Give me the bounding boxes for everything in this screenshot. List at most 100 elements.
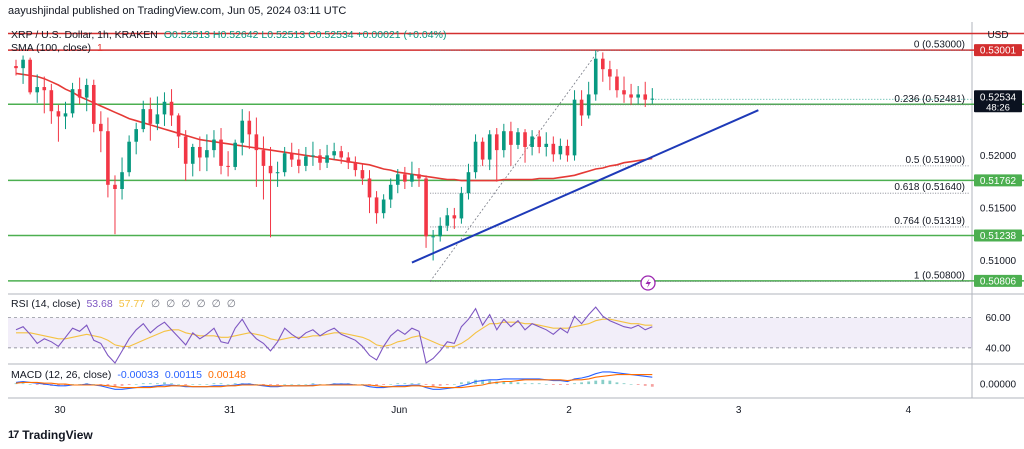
macd-histogram-bar bbox=[537, 383, 541, 385]
rsi-tick-label: 60.00 bbox=[985, 313, 1010, 324]
support-price-label: 0.51762 bbox=[980, 176, 1017, 187]
candle-body bbox=[565, 145, 570, 156]
macd-histogram-bar bbox=[650, 384, 654, 387]
candle-body bbox=[544, 143, 549, 147]
candle-body bbox=[219, 139, 223, 166]
candle-body bbox=[593, 58, 598, 95]
fib-level-label: 0.618 (0.51640) bbox=[894, 182, 965, 193]
macd-histogram-bar bbox=[530, 383, 534, 385]
macd-histogram-bar bbox=[177, 384, 181, 385]
macd-histogram-bar bbox=[113, 384, 117, 387]
candle-body bbox=[381, 199, 386, 214]
rsi-ma-value: 57.77 bbox=[119, 298, 145, 310]
macd-signal-line bbox=[15, 374, 653, 389]
macd-histogram-bar bbox=[375, 384, 378, 386]
macd-histogram-bar bbox=[191, 384, 195, 385]
support-price-tag bbox=[974, 229, 1022, 242]
candle-body bbox=[297, 159, 301, 166]
macd-histogram-bar bbox=[170, 383, 173, 385]
macd-histogram-bar bbox=[431, 384, 435, 387]
macd-histogram-bar bbox=[636, 384, 640, 385]
macd-histogram-bar bbox=[212, 383, 216, 385]
rsi-line bbox=[15, 306, 653, 364]
candle-body bbox=[77, 89, 82, 98]
candle-body bbox=[240, 120, 245, 143]
candle-body bbox=[452, 215, 457, 219]
sma-100-line bbox=[15, 72, 653, 182]
macd-histogram-bar bbox=[438, 384, 442, 386]
fib-level-label: 0.764 (0.51319) bbox=[894, 216, 965, 227]
candle-body bbox=[551, 143, 556, 155]
candle-body bbox=[523, 132, 527, 147]
candle-body bbox=[509, 131, 513, 145]
macd-histogram-bar bbox=[580, 382, 583, 385]
x-tick-label: 2 bbox=[566, 405, 572, 416]
macd-histogram-bar bbox=[71, 384, 74, 385]
fibonacci-retracement[interactable]: 0 (0.53000) 0.236 (0.52481) 0.5 (0.51900) 0… bbox=[429, 39, 969, 282]
candle-body bbox=[176, 115, 181, 137]
macd-histogram-bar bbox=[417, 383, 421, 385]
candle-body bbox=[120, 172, 124, 190]
macd-histogram-bar bbox=[389, 384, 393, 385]
candle-body bbox=[106, 131, 110, 185]
macd-histogram-bar bbox=[573, 383, 576, 385]
candle-body bbox=[42, 87, 47, 91]
x-tick-label: Jun bbox=[391, 405, 407, 416]
candle-body bbox=[113, 184, 117, 190]
macd-histogram-bar bbox=[127, 384, 131, 385]
candle-body bbox=[311, 155, 315, 157]
alert-icon[interactable] bbox=[640, 275, 656, 291]
macd-histogram-bar bbox=[134, 384, 138, 385]
macd-hist-value: 0.00148 bbox=[208, 369, 246, 381]
trendline[interactable] bbox=[411, 109, 759, 264]
candle-body bbox=[494, 134, 499, 151]
macd-histogram-bar bbox=[233, 383, 237, 385]
candle-body bbox=[374, 197, 379, 214]
macd-histogram-bar bbox=[106, 384, 110, 386]
candle-body bbox=[502, 131, 506, 151]
candle-body bbox=[537, 136, 541, 147]
candle-body bbox=[63, 113, 68, 117]
macd-histogram-bar bbox=[14, 383, 18, 385]
grid bbox=[8, 22, 1024, 399]
tradingview-footer[interactable]: 17 TradingView bbox=[8, 428, 93, 442]
macd-histogram-bar bbox=[544, 384, 548, 385]
candle-body bbox=[473, 141, 478, 173]
candle-body bbox=[608, 69, 612, 77]
macd-histogram-bar bbox=[396, 383, 400, 385]
candle-body bbox=[417, 174, 421, 179]
candle-body bbox=[84, 84, 89, 98]
macd-histogram-bar bbox=[551, 384, 555, 385]
macd-histogram-bar bbox=[587, 381, 591, 385]
candle-body bbox=[304, 156, 308, 166]
macd-histogram-bar bbox=[601, 379, 605, 385]
macd-value: -0.00033 bbox=[117, 369, 159, 381]
rsi-legend: RSI (14, close) 53.68 57.77 ∅ ∅ ∅ ∅ ∅ ∅ bbox=[11, 298, 236, 310]
candle-body bbox=[410, 174, 414, 182]
rsi-lines bbox=[15, 306, 653, 364]
candle-body bbox=[466, 172, 471, 194]
legend: XRP / U.S. Dollar, 1h, KRAKEN O0.52513 H0… bbox=[11, 29, 446, 381]
candle-body bbox=[395, 174, 400, 185]
candle-body bbox=[325, 155, 329, 163]
macd-histogram-bar bbox=[269, 384, 272, 385]
fib-level-label: 0 (0.53000) bbox=[914, 39, 965, 50]
candle-body bbox=[35, 87, 40, 93]
candle-body bbox=[226, 165, 230, 167]
macd-histogram-bar bbox=[516, 382, 520, 385]
x-tick-label: 30 bbox=[54, 405, 66, 416]
macd-histogram-bar bbox=[64, 384, 67, 386]
macd-histogram-bar bbox=[148, 383, 152, 385]
time-axis[interactable]: 30 31 Jun 2 3 4 bbox=[54, 405, 911, 416]
candle-body bbox=[205, 150, 209, 158]
candle-body bbox=[487, 134, 492, 160]
support-price-label: 0.50806 bbox=[980, 276, 1017, 287]
candle-body bbox=[91, 84, 96, 124]
macd-histogram-bar bbox=[92, 384, 96, 385]
macd-histogram-bar bbox=[297, 384, 301, 385]
candle-body bbox=[198, 146, 202, 158]
macd-histogram-bar bbox=[509, 381, 513, 385]
